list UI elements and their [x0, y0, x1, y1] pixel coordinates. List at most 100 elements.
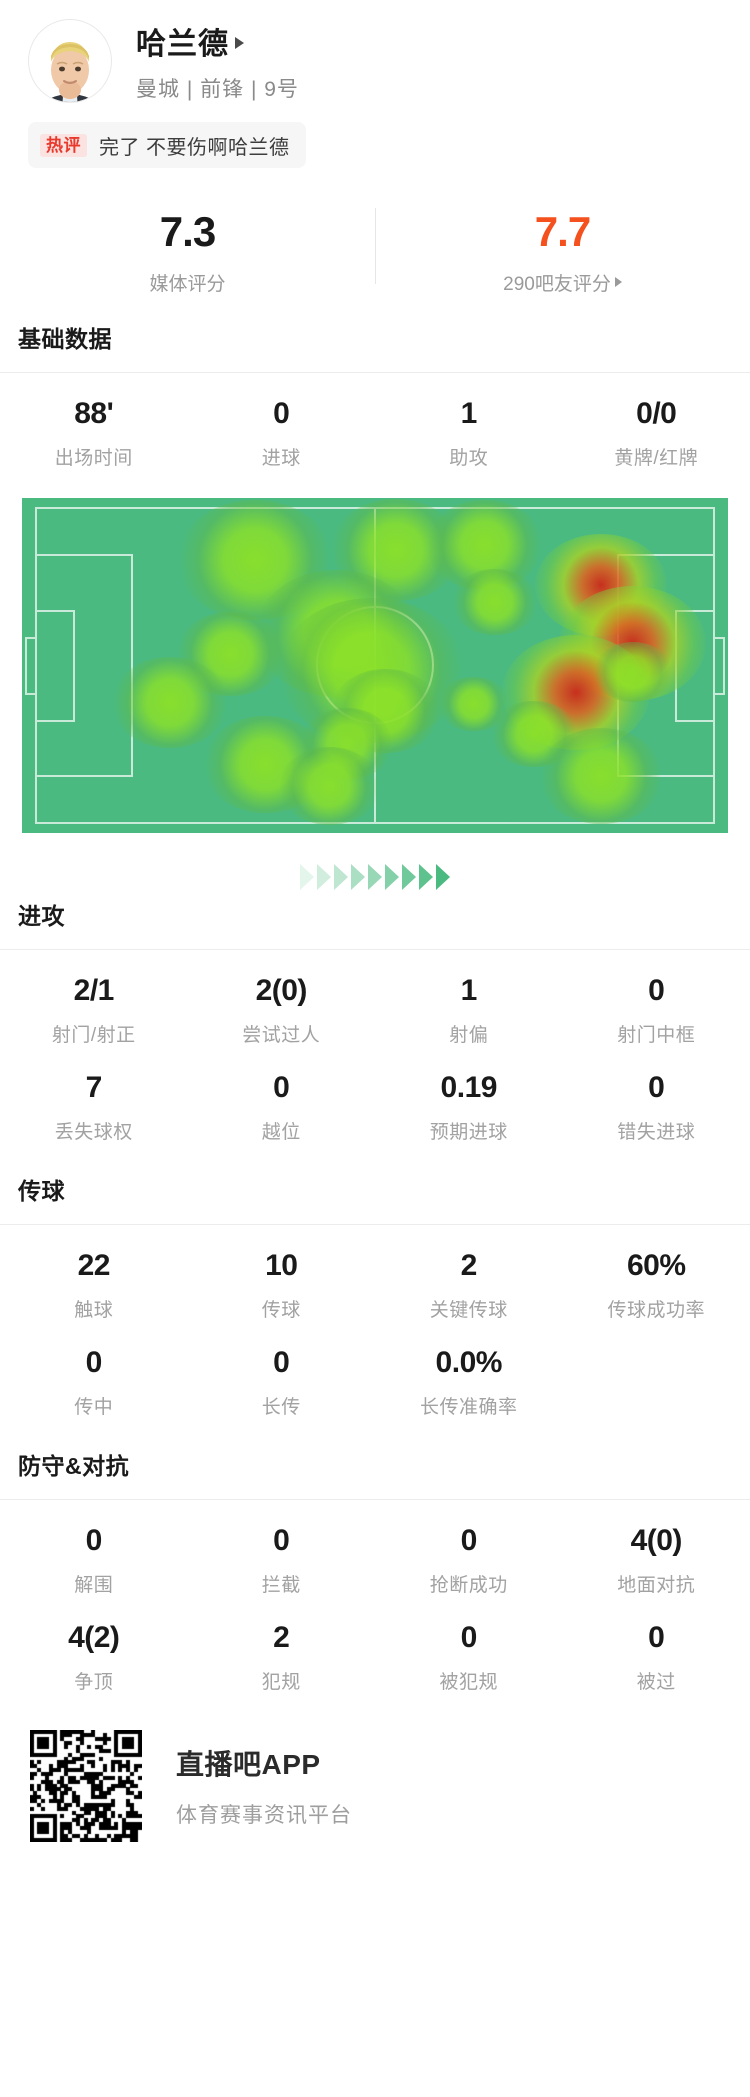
media-rating-value: 7.3	[159, 207, 216, 255]
stat-label: 助攻	[449, 448, 489, 469]
direction-chevron-icon	[300, 864, 314, 890]
stat-cell-dribbled-past: 0 被过	[563, 1623, 750, 1694]
stat-value: 0	[273, 1071, 290, 1104]
stat-row: 2/1 射门/射正 2(0) 尝试过人 1 射偏 0 射门中框	[0, 976, 750, 1047]
stat-value: 0/0	[636, 397, 677, 430]
app-footer: 直播吧APP 体育赛事资讯平台	[0, 1730, 750, 1842]
stat-label: 丢失球权	[54, 1122, 133, 1143]
stat-value: 88'	[74, 397, 114, 430]
stat-label: 犯规	[261, 1672, 301, 1693]
stat-label: 射门中框	[617, 1025, 696, 1046]
app-tagline: 体育赛事资讯平台	[176, 1804, 352, 1827]
chevron-right-icon[interactable]	[235, 36, 244, 49]
pitch-heatmap[interactable]	[22, 498, 728, 833]
stat-value: 2(0)	[255, 974, 308, 1007]
stat-label: 射偏	[449, 1025, 489, 1046]
direction-chevron-icon	[436, 864, 450, 890]
media-rating-label-text: 媒体评分	[149, 273, 226, 295]
stat-cell-xg: 0.19 预期进球	[375, 1073, 563, 1144]
hot-comment-banner[interactable]: 热评 完了 不要伤啊哈兰德	[28, 122, 306, 168]
stat-label: 解围	[74, 1575, 114, 1596]
stat-value: 0.19	[440, 1071, 498, 1104]
stat-value: 0	[648, 974, 665, 1007]
stat-label: 尝试过人	[242, 1025, 321, 1046]
stat-cell-pass-accuracy: 60% 传球成功率	[563, 1251, 750, 1322]
direction-chevron-icon	[385, 864, 399, 890]
stat-value: 0.0%	[435, 1346, 503, 1379]
stat-row: 22 触球 10 传球 2 关键传球 60% 传球成功率	[0, 1251, 750, 1322]
stat-label: 预期进球	[429, 1122, 508, 1143]
direction-chevron-icon	[419, 864, 433, 890]
stat-row: 0 传中 0 长传 0.0% 长传准确率	[0, 1348, 750, 1419]
footer-text: 直播吧APP 体育赛事资讯平台	[176, 1743, 352, 1829]
stat-cell-ground-duels: 4(0) 地面对抗	[563, 1526, 750, 1597]
stat-label: 射门/射正	[51, 1025, 136, 1046]
stat-value: 2	[460, 1249, 478, 1282]
stat-cell-aerial-duels: 4(2) 争顶	[0, 1623, 188, 1694]
stat-cell-shots-off-target: 1 射偏	[375, 976, 563, 1047]
stat-label: 被犯规	[439, 1672, 498, 1693]
stat-cell-clearances: 0 解围	[0, 1526, 188, 1597]
stat-cell-interceptions: 0 拦截	[188, 1526, 376, 1597]
stat-cell-big-chances-missed: 0 错失进球	[563, 1073, 750, 1144]
stat-cell-touches: 22 触球	[0, 1251, 188, 1322]
stat-label: 争顶	[74, 1672, 114, 1693]
section-title-basic: 基础数据	[18, 326, 112, 352]
stat-value: 1	[460, 397, 478, 430]
direction-chevron-icon	[351, 864, 365, 890]
stat-value: 0	[460, 1621, 478, 1654]
player-header: 哈兰德 曼城 | 前锋 | 9号	[0, 0, 750, 103]
stat-label: 出场时间	[54, 448, 133, 469]
stat-value: 0	[85, 1524, 103, 1557]
stat-label: 长传准确率	[419, 1397, 518, 1418]
stat-cell-cards: 0/0 黄牌/红牌	[563, 399, 750, 470]
stat-label: 传球成功率	[607, 1300, 705, 1321]
direction-chevron-icon	[334, 864, 348, 890]
player-team-position: 曼城 | 前锋 | 9号	[136, 78, 299, 101]
stat-label: 拦截	[261, 1575, 301, 1596]
stat-cell-fouls: 2 犯规	[188, 1623, 376, 1694]
player-meta: 哈兰德 曼城 | 前锋 | 9号	[136, 19, 299, 103]
stat-row: 4(2) 争顶 2 犯规 0 被犯规 0 被过	[0, 1623, 750, 1694]
stat-label: 错失进球	[617, 1122, 696, 1143]
stat-label: 传球	[261, 1300, 301, 1321]
stat-value: 22	[77, 1249, 111, 1282]
stat-cell-possession-lost: 7 丢失球权	[0, 1073, 188, 1144]
hot-comment-text: 完了 不要伤啊哈兰德	[99, 136, 290, 159]
section-title-passing: 传球	[18, 1178, 65, 1204]
stat-label: 地面对抗	[617, 1575, 696, 1596]
direction-chevron-icon	[317, 864, 331, 890]
media-rating-label: 媒体评分	[149, 269, 225, 296]
fans-rating[interactable]: 7.7 290吧友评分	[375, 194, 750, 312]
stat-value: 0	[273, 1346, 290, 1379]
stat-label: 抢断成功	[429, 1575, 508, 1596]
stat-label: 触球	[74, 1300, 114, 1321]
direction-chevron-icon	[368, 864, 382, 890]
stat-cell-shots: 2/1 射门/射正	[0, 976, 188, 1047]
stat-cell-goals: 0 进球	[188, 399, 376, 470]
section-title-defence: 防守&对抗	[18, 1453, 130, 1479]
stat-value: 1	[460, 974, 478, 1007]
player-name-row[interactable]: 哈兰德	[136, 19, 299, 63]
stat-row: 7 丢失球权 0 越位 0.19 预期进球 0 错失进球	[0, 1073, 750, 1144]
stat-cell-assists: 1 助攻	[375, 399, 563, 470]
section-divider	[0, 1499, 750, 1500]
stat-cell-tackles-won: 0 抢断成功	[375, 1526, 563, 1597]
stat-label: 黄牌/红牌	[614, 448, 699, 469]
stat-cell-key-passes: 2 关键传球	[375, 1251, 563, 1322]
player-avatar-icon	[37, 32, 103, 102]
fans-rating-label[interactable]: 290吧友评分	[503, 269, 622, 296]
chevron-right-icon[interactable]	[614, 277, 622, 287]
avatar[interactable]	[28, 19, 112, 103]
pitch-lines	[25, 507, 725, 824]
hot-comment-badge: 热评	[40, 133, 87, 157]
attack-direction-indicator	[22, 857, 728, 897]
media-rating: 7.3 媒体评分	[0, 194, 375, 312]
stat-cell-crosses: 0 传中	[0, 1348, 188, 1419]
stat-row: 88' 出场时间 0 进球 1 助攻 0/0 黄牌/红牌	[0, 399, 750, 470]
direction-chevron-icon	[402, 864, 416, 890]
stat-value: 10	[265, 1249, 298, 1282]
qr-code-icon[interactable]	[30, 1730, 142, 1842]
stat-value: 2	[273, 1621, 290, 1654]
stat-cell-minutes: 88' 出场时间	[0, 399, 188, 470]
